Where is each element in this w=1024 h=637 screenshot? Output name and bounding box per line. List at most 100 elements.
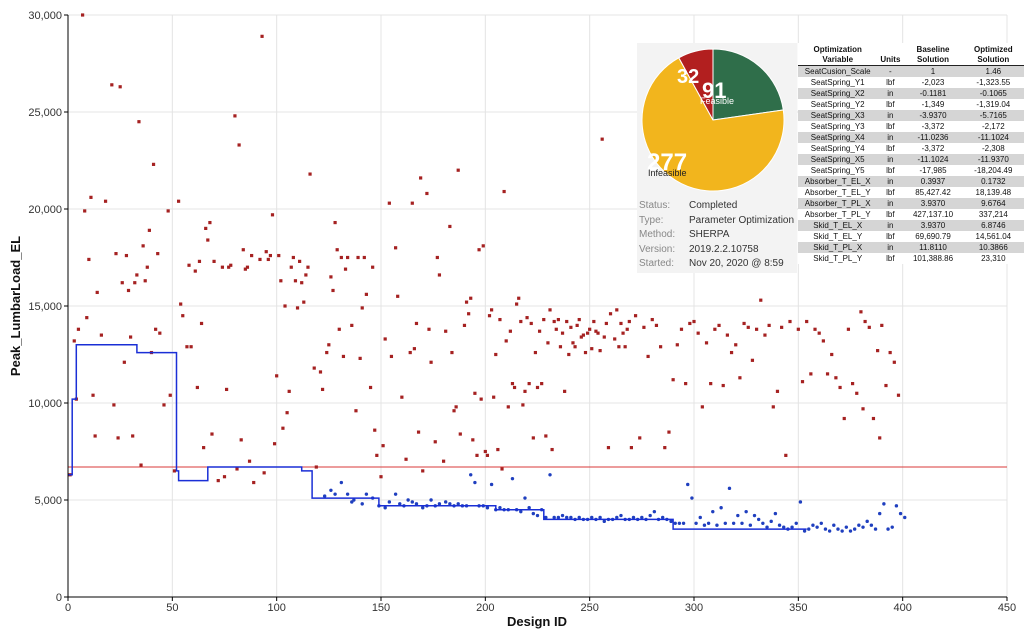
infeasible-point xyxy=(594,329,598,333)
infeasible-point xyxy=(646,354,650,359)
feasible-point xyxy=(865,519,869,524)
infeasible-point xyxy=(563,389,567,393)
infeasible-point xyxy=(479,397,483,401)
y-tick-label: 20,000 xyxy=(28,204,62,216)
cell-optimized: 14,561.04 xyxy=(975,232,1012,241)
cell-baseline: -2,023 xyxy=(921,78,945,87)
feasible-point xyxy=(727,486,732,491)
cell-baseline: -1,349 xyxy=(921,100,945,109)
cell-baseline: -17,985 xyxy=(919,166,947,175)
infeasible-point xyxy=(81,13,85,17)
infeasible-point xyxy=(133,281,137,285)
best-design-step-line xyxy=(68,344,807,530)
infeasible-point xyxy=(675,343,679,347)
pie-feasible-label: Feasible xyxy=(700,96,734,106)
infeasible-point xyxy=(87,257,91,262)
infeasible-point xyxy=(477,248,481,252)
infeasible-point xyxy=(540,382,544,386)
feasible-point xyxy=(698,515,702,520)
cell-variable: Skid_T_EL_X xyxy=(798,220,878,231)
infeasible-point xyxy=(227,265,231,269)
infeasible-point xyxy=(239,438,243,442)
infeasible-point xyxy=(821,339,825,343)
feasible-point xyxy=(556,515,561,520)
infeasible-point xyxy=(489,308,494,312)
infeasible-point xyxy=(800,380,805,384)
infeasible-point xyxy=(247,459,252,463)
infeasible-point xyxy=(206,238,210,242)
y-tick-label: 0 xyxy=(56,592,62,604)
infeasible-point xyxy=(450,350,454,355)
table-row: SeatCusion_Scale -1 1.46 xyxy=(798,65,1024,77)
feasible-point xyxy=(794,521,798,525)
infeasible-point xyxy=(224,387,229,392)
cell-optimized: -2,172 xyxy=(981,122,1005,131)
table-row: Skid_T_EL_Y lbf 69,690.79 14,561.04 xyxy=(798,231,1024,242)
infeasible-point xyxy=(156,252,160,256)
feasible-point xyxy=(736,513,740,518)
cell-baseline: -0.1181 xyxy=(903,88,963,99)
cell-variable: SeatSpring_Y4 xyxy=(810,144,865,153)
infeasible-point xyxy=(579,335,583,339)
infeasible-point xyxy=(373,428,377,432)
infeasible-point xyxy=(485,453,490,457)
infeasible-point xyxy=(604,321,608,326)
infeasible-point xyxy=(210,432,214,436)
feasible-point xyxy=(673,521,677,525)
infeasible-point xyxy=(825,372,830,376)
infeasible-point xyxy=(356,255,360,260)
infeasible-point xyxy=(454,405,458,409)
infeasible-point xyxy=(498,317,502,322)
infeasible-point xyxy=(285,411,289,415)
infeasible-point xyxy=(738,376,742,380)
feasible-point xyxy=(333,492,337,496)
cell-variable: SeatSpring_X3 xyxy=(798,110,878,121)
y-tick-label: 30,000 xyxy=(28,10,62,22)
infeasible-point xyxy=(327,343,331,347)
feasible-point xyxy=(890,525,894,529)
infeasible-point xyxy=(448,224,452,229)
infeasible-point xyxy=(876,349,880,353)
infeasible-point xyxy=(521,403,525,407)
infeasible-point xyxy=(583,350,588,355)
infeasible-point xyxy=(412,347,416,351)
feasible-point xyxy=(615,515,619,520)
feasible-point xyxy=(393,492,398,496)
pie-slice-error xyxy=(678,48,714,121)
feasible-point xyxy=(769,519,773,524)
infeasible-point xyxy=(139,463,143,467)
infeasible-point xyxy=(588,327,592,331)
cell-baseline: -3.9370 xyxy=(903,110,963,121)
infeasible-point xyxy=(166,209,170,213)
x-tick-label: 0 xyxy=(65,602,71,614)
infeasible-point xyxy=(245,265,250,269)
feasible-point xyxy=(469,473,473,477)
infeasible-point xyxy=(116,436,120,440)
infeasible-point xyxy=(320,387,325,392)
pie-panel: 91 Feasible 277 Infeasible 32 xyxy=(637,43,797,198)
infeasible-point xyxy=(331,288,335,293)
infeasible-point xyxy=(270,213,275,217)
feasible-point xyxy=(731,521,736,525)
feasible-point xyxy=(740,521,744,525)
infeasible-point xyxy=(684,382,688,386)
infeasible-point xyxy=(416,430,421,434)
info-type-value: Parameter Optimization xyxy=(689,214,795,226)
infeasible-point xyxy=(642,325,646,329)
infeasible-point xyxy=(750,358,755,362)
infeasible-point xyxy=(298,259,302,263)
info-started-key: Started: xyxy=(639,258,675,269)
infeasible-point xyxy=(233,114,237,118)
infeasible-point xyxy=(546,341,550,345)
infeasible-point xyxy=(172,469,177,473)
infeasible-point xyxy=(181,314,185,318)
infeasible-point xyxy=(717,323,721,327)
infeasible-point xyxy=(343,267,348,271)
infeasible-point xyxy=(469,296,473,300)
infeasible-point xyxy=(598,349,602,353)
infeasible-point xyxy=(621,331,625,335)
infeasible-point xyxy=(796,327,800,331)
feasible-point xyxy=(811,523,815,527)
cell-optimized: 9.6764 xyxy=(962,198,1024,209)
infeasible-point xyxy=(771,405,775,409)
